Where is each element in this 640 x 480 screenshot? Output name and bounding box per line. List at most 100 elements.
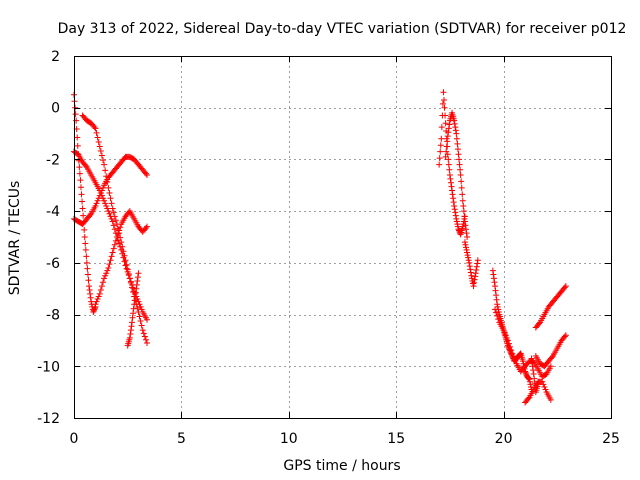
data-point: [128, 323, 135, 330]
data-point: [142, 170, 149, 177]
data-point: [103, 202, 110, 209]
data-point: [445, 125, 452, 132]
data-points-layer: [71, 89, 569, 406]
data-point: [101, 197, 108, 204]
plot-frame: [74, 56, 612, 419]
data-point: [457, 171, 464, 178]
data-point: [72, 104, 79, 111]
x-tick-label: 5: [177, 431, 186, 447]
data-point: [467, 266, 474, 273]
data-point: [530, 367, 537, 374]
data-point: [98, 283, 105, 290]
data-point: [121, 252, 128, 259]
data-point: [112, 217, 119, 224]
data-point: [127, 279, 134, 286]
series-arc-4: [79, 112, 151, 347]
data-point: [491, 279, 498, 286]
data-point: [466, 263, 473, 270]
data-point: [508, 347, 515, 354]
data-point: [137, 303, 144, 310]
data-point: [102, 167, 109, 174]
y-tick-label: -10: [37, 359, 60, 375]
data-point: [456, 161, 463, 168]
data-point: [113, 234, 120, 240]
data-point: [128, 319, 135, 326]
data-point: [101, 161, 108, 168]
data-point: [85, 277, 92, 284]
data-point: [109, 218, 116, 225]
data-point: [493, 292, 500, 299]
x-tick-label: 20: [495, 431, 513, 447]
data-point: [473, 263, 480, 270]
data-point: [83, 259, 90, 266]
data-point: [512, 358, 519, 365]
data-point: [94, 197, 101, 204]
data-point: [525, 395, 532, 402]
data-point: [464, 234, 471, 240]
data-point: [461, 239, 468, 246]
data-point: [492, 283, 499, 290]
data-point: [104, 205, 111, 212]
data-point: [99, 279, 106, 286]
data-point: [441, 104, 448, 111]
data-point: [93, 200, 100, 207]
data-point: [495, 316, 502, 323]
data-point: [96, 290, 103, 297]
data-point: [495, 308, 502, 315]
data-point: [139, 327, 146, 334]
data-point: [108, 253, 115, 260]
data-point: [123, 261, 130, 268]
data-point: [87, 290, 94, 297]
data-point: [446, 171, 453, 178]
data-point: [492, 287, 499, 294]
data-point: [131, 297, 138, 304]
data-point: [92, 125, 99, 132]
data-point: [501, 329, 508, 336]
data-point: [493, 296, 500, 303]
x-tick-label: 25: [602, 431, 620, 447]
y-tick-label: 2: [51, 49, 60, 65]
data-point: [109, 205, 116, 212]
data-point: [87, 212, 94, 219]
data-point: [102, 272, 109, 279]
data-point: [105, 265, 112, 272]
data-point: [470, 283, 477, 290]
tick-labels-layer: 0 5 10 15 20 25 -12 -10 -8 -6 -4 -2 0 2: [37, 49, 620, 447]
data-point: [83, 253, 90, 260]
data-point: [84, 271, 91, 278]
data-point: [466, 259, 473, 266]
data-point: [138, 306, 145, 313]
data-point: [124, 266, 131, 273]
data-point: [445, 156, 452, 163]
series-arc-5: [71, 153, 151, 228]
data-point: [562, 283, 569, 290]
data-point: [472, 273, 479, 280]
data-point: [438, 124, 445, 131]
data-point: [493, 309, 500, 316]
data-point: [460, 202, 467, 209]
data-point: [86, 287, 93, 294]
data-point: [118, 239, 125, 246]
data-point: [447, 175, 454, 182]
grid-layer: [74, 56, 611, 418]
data-point: [84, 265, 91, 272]
data-point: [471, 279, 478, 286]
x-tick-label: 15: [387, 431, 405, 447]
data-point: [461, 213, 468, 220]
y-tick-label: -4: [46, 204, 60, 220]
data-point: [125, 270, 132, 277]
data-point: [547, 396, 554, 403]
data-point: [526, 378, 533, 385]
data-point: [453, 135, 460, 142]
data-point: [463, 230, 470, 237]
data-point: [456, 156, 463, 163]
data-point: [122, 257, 129, 264]
data-point: [111, 241, 118, 248]
data-point: [548, 354, 555, 361]
data-point: [93, 129, 100, 136]
data-point: [99, 157, 106, 164]
data-point: [507, 343, 514, 350]
data-point: [445, 161, 452, 168]
data-point: [455, 226, 462, 233]
data-point: [523, 371, 530, 378]
